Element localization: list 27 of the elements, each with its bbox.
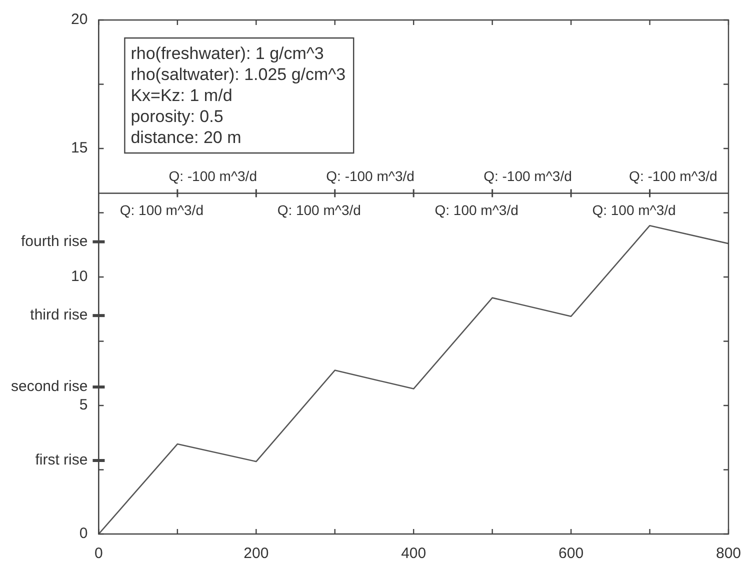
x-tick-label: 200 xyxy=(244,545,269,562)
y-tick-label: 5 xyxy=(79,396,88,414)
x-tick-label: 600 xyxy=(558,545,584,562)
annotation: Q: 100 m^3/d xyxy=(277,202,361,218)
annotation: distance: 20 m xyxy=(130,128,242,148)
annotation: Q: -100 m^3/d xyxy=(326,168,414,184)
y-tick-label: 15 xyxy=(71,140,88,157)
annotation: rho(freshwater): 1 g/cm^3 xyxy=(130,44,324,64)
y-tick-label: second rise xyxy=(10,378,88,396)
annotation: Kx=Kz: 1 m/d xyxy=(130,86,232,106)
annotation: Q: 100 m^3/d xyxy=(120,202,204,218)
annotation: porosity: 0.5 xyxy=(130,107,224,126)
y-tick-label: fourth rise xyxy=(21,232,88,250)
x-tick-label: 400 xyxy=(401,545,426,562)
annotation: Q: 100 m^3/d xyxy=(592,202,676,218)
annotation: rho(saltwater): 1.025 g/cm^3 xyxy=(130,65,346,84)
y-tick-label: 10 xyxy=(71,268,88,286)
annotation: Q: -100 m^3/d xyxy=(629,168,718,184)
y-tick-label: third rise xyxy=(30,306,88,324)
x-tick-label: 800 xyxy=(716,545,741,562)
x-tick-label: 0 xyxy=(94,545,103,562)
annotation: Q: -100 m^3/d xyxy=(484,168,572,184)
y-tick-label: 20 xyxy=(71,11,88,28)
annotation: Q: 100 m^3/d xyxy=(434,202,518,218)
annotation: Q: -100 m^3/d xyxy=(168,168,257,184)
y-tick-label: first rise xyxy=(35,452,88,469)
y-tick-label: 0 xyxy=(79,525,88,542)
